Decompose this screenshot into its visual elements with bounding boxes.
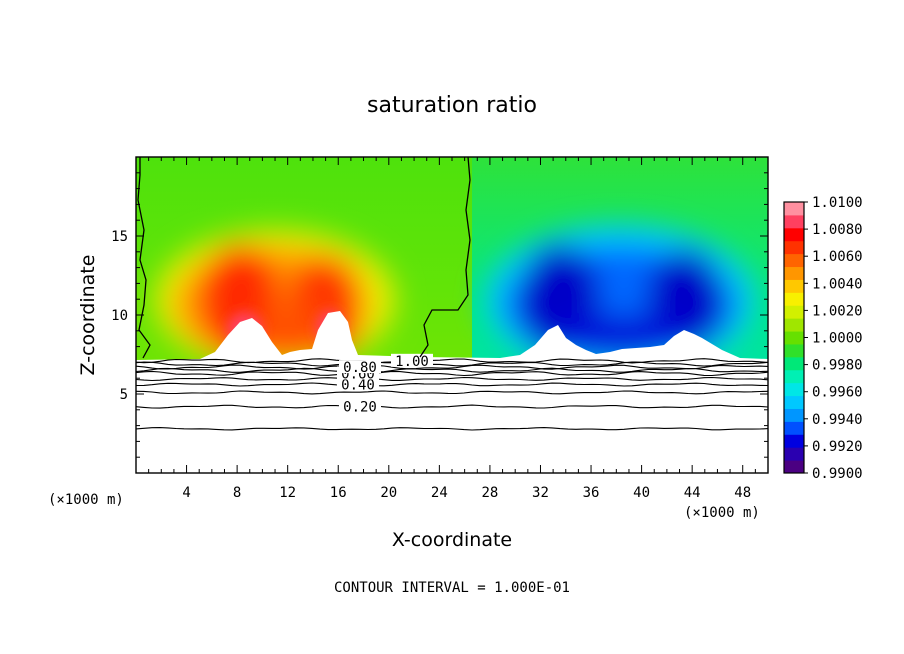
x-tick-label: 48 xyxy=(734,485,751,501)
x-tick-label: 4 xyxy=(182,485,190,501)
x-tick-label: 40 xyxy=(633,485,650,501)
x-tick-label: 12 xyxy=(279,485,296,501)
y-axis-label: Z-coordinate xyxy=(77,255,99,376)
colorbar-tick-label: 1.0040 xyxy=(812,276,863,292)
contour-label: 0.40 xyxy=(341,378,375,394)
contour-line xyxy=(136,390,768,395)
colorbar-swatch xyxy=(784,343,804,358)
colorbar-tick-label: 0.9960 xyxy=(812,385,863,401)
colorbar-swatch xyxy=(784,227,804,242)
colorbar-tick-label: 0.9920 xyxy=(812,439,863,455)
colorbar-tick-label: 0.9900 xyxy=(812,466,863,482)
contour-label-gap xyxy=(339,360,381,374)
contour-lines: 0.200.400.600.80 1.00 xyxy=(136,353,768,431)
colorbar-tick-label: 0.9980 xyxy=(812,358,863,374)
colorbar-swatch xyxy=(784,202,804,216)
colorbar-tick-label: 1.0100 xyxy=(812,195,863,211)
colorbar-tick-label: 0.9940 xyxy=(812,412,863,428)
contour-interval-note: CONTOUR INTERVAL = 1.000E-01 xyxy=(334,580,570,596)
y-axis: 5 10 15 xyxy=(111,172,768,458)
colorbar-swatch xyxy=(784,266,804,280)
x-tick-label: 44 xyxy=(684,485,701,501)
y-tick-label: 15 xyxy=(111,229,128,245)
contour-line xyxy=(136,361,768,367)
x-tick-label: 32 xyxy=(532,485,549,501)
x-unit-right: (×1000 m) xyxy=(684,505,760,521)
colorbar-swatch xyxy=(784,305,804,319)
contour-line xyxy=(136,367,768,373)
colorbar-swatch xyxy=(784,214,804,229)
x-axis: 4 8 12 16 20 24 28 32 36 40 44 48 xyxy=(148,157,756,501)
x-tick-label: 16 xyxy=(330,485,347,501)
contour-label: 0.80 xyxy=(343,360,377,376)
contour-1-boundary xyxy=(137,157,471,359)
colorbar-swatch xyxy=(784,434,804,448)
x-tick-label: 36 xyxy=(583,485,600,501)
x-axis-label: X-coordinate xyxy=(392,529,512,551)
contour-line xyxy=(136,404,768,409)
contour-line xyxy=(136,382,768,387)
colorbar-swatch xyxy=(784,369,804,384)
terrain-mask xyxy=(136,311,768,473)
y-tick-label: 10 xyxy=(111,308,128,324)
x-unit-left: (×1000 m) xyxy=(48,492,124,508)
colorbar-tick-label: 1.0000 xyxy=(812,331,863,347)
contour-label-gap xyxy=(337,377,379,391)
contour-label-gap xyxy=(339,399,381,413)
colorbar-tick-label: 1.0020 xyxy=(812,303,863,319)
colorbar-tick-label: 1.0080 xyxy=(812,222,863,238)
colorbar-tick-label: 1.0060 xyxy=(812,249,863,265)
colorbar-swatch xyxy=(784,408,804,422)
colorbar-swatch xyxy=(784,447,804,461)
contour-label-gap xyxy=(391,353,433,367)
colorbar-swatch xyxy=(784,240,804,255)
contour-line xyxy=(136,370,768,377)
x-tick-label: 8 xyxy=(233,485,241,501)
colorbar-swatch xyxy=(784,292,804,306)
colorbar-swatch xyxy=(784,382,804,397)
colorbar-swatch xyxy=(784,460,804,474)
plot-area: 0.200.400.600.80 1.00 xyxy=(136,157,768,473)
x-tick-label: 24 xyxy=(431,485,448,501)
contour-label: 0.20 xyxy=(343,400,377,416)
colorbar-swatch xyxy=(784,253,804,268)
contour-line xyxy=(136,427,768,431)
x-tick-label: 28 xyxy=(481,485,498,501)
x-tick-label: 20 xyxy=(380,485,397,501)
colorbar-swatch xyxy=(784,331,804,345)
colorbar-swatch xyxy=(784,395,804,409)
colorbar-swatch xyxy=(784,279,804,293)
chart-title: saturation ratio xyxy=(367,93,537,118)
contour-line xyxy=(136,364,768,370)
y-tick-label: 5 xyxy=(120,387,128,403)
colorbar-swatch xyxy=(784,356,804,371)
colorbar-swatch xyxy=(784,421,804,435)
contour-label: 1.00 xyxy=(395,354,429,370)
colorbar-swatch xyxy=(784,318,804,332)
colorbar: 1.0100 1.0080 1.0060 1.0040 1.0020 1.0000 0.99… xyxy=(783,195,863,482)
contour-line xyxy=(136,376,768,382)
contour-line xyxy=(136,358,768,364)
